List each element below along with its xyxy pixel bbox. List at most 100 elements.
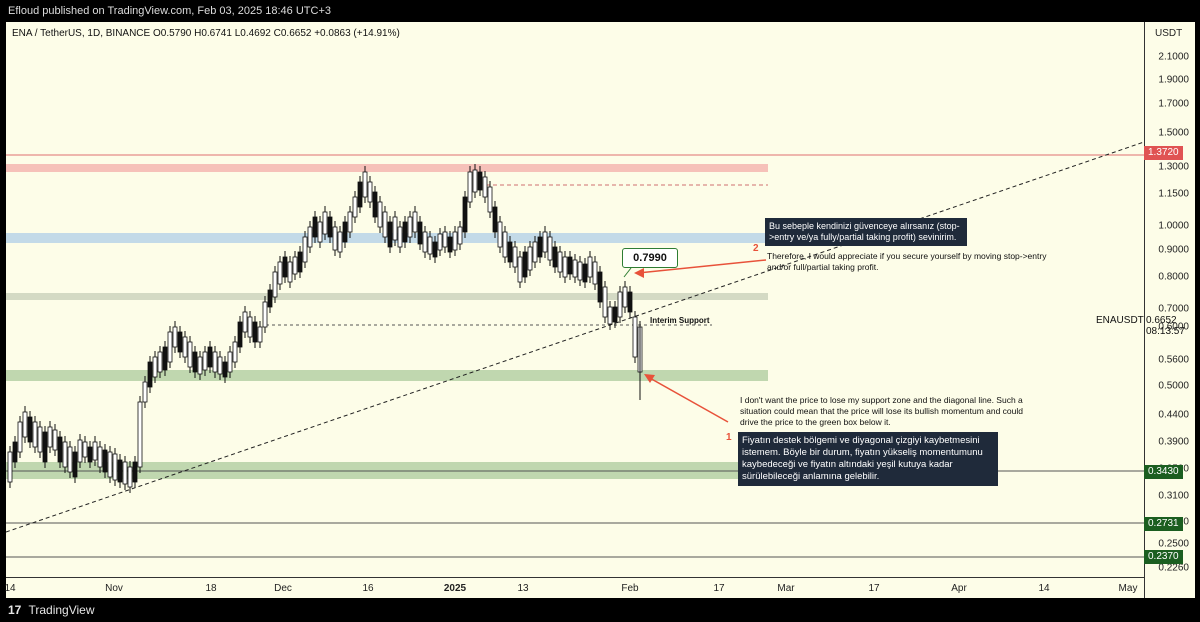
- price-tick: 0.8000: [1158, 271, 1189, 283]
- candle-body: [337, 231, 343, 253]
- candle-body: [632, 316, 638, 358]
- candle-body: [57, 436, 63, 463]
- candle-body: [282, 256, 288, 278]
- candle-body: [417, 221, 423, 245]
- candle-body: [457, 226, 463, 245]
- price-tick: 0.6000: [1158, 321, 1189, 333]
- candle-body: [217, 356, 223, 375]
- price-tick: 0.4400: [1158, 409, 1189, 421]
- candle-body: [462, 196, 468, 233]
- time-tick: 17: [713, 583, 725, 594]
- candle-body: [542, 231, 548, 253]
- annotation-box-top: Bu sebeple kendinizi güvenceye alırsanız…: [765, 218, 967, 246]
- candle-body: [42, 431, 48, 463]
- candle-body: [447, 236, 453, 253]
- candle-body: [322, 211, 328, 235]
- candle-body: [627, 291, 633, 313]
- support-zone-green: [6, 370, 768, 381]
- candle-body: [592, 261, 598, 285]
- candle-body: [107, 451, 113, 478]
- candle-body: [177, 331, 183, 353]
- candle-body: [492, 206, 498, 233]
- candle-body: [132, 461, 138, 483]
- candle-body: [587, 256, 593, 278]
- publish-header: Efloud published on TradingView.com, Feb…: [0, 0, 1200, 22]
- price-tick: 1.1500: [1158, 188, 1189, 200]
- candle-body: [192, 351, 198, 373]
- candle-body: [412, 211, 418, 233]
- price-axis[interactable]: USDT 2.1000 1.9000 1.7000 1.5000 1.3000 1.150…: [1144, 22, 1195, 598]
- price-tick: 0.2260: [1158, 562, 1189, 574]
- candle-body: [87, 446, 93, 463]
- callout-price-0-7990: 0.7990: [622, 248, 678, 268]
- candle-body: [242, 311, 248, 333]
- price-tag: 0.3430: [1144, 465, 1183, 479]
- candle-body: [172, 326, 178, 348]
- price-tag: 0.2370: [1144, 550, 1183, 564]
- candle-body: [472, 169, 478, 193]
- candle-body: [422, 231, 428, 253]
- time-tick: 18: [205, 583, 217, 594]
- time-tick: Dec: [274, 583, 292, 594]
- candle-body: [12, 441, 18, 463]
- candle-body: [567, 256, 573, 275]
- time-axis[interactable]: 14 Nov 18 Dec 16 2025 13 Feb 17 Mar 17 Apr 14 May: [4, 577, 1144, 599]
- price-chart[interactable]: [6, 22, 1144, 577]
- candle-body: [597, 271, 603, 303]
- candle-body: [397, 226, 403, 248]
- candle-body: [482, 176, 488, 198]
- candle-body: [347, 211, 353, 233]
- candle-body: [152, 356, 158, 378]
- arrow-2-line: [637, 259, 767, 274]
- bar-countdown: 08:13:57: [1146, 326, 1185, 337]
- candle-body: [287, 261, 293, 283]
- chart-frame[interactable]: ENA / TetherUS, 1D, BINANCE O0.5790 H0.6…: [4, 22, 1195, 599]
- tradingview-logo-icon: 17: [8, 603, 22, 617]
- candle-body: [602, 286, 608, 318]
- symbol-price-label: ENAUSDT: [1096, 315, 1144, 326]
- candle-body: [532, 241, 538, 263]
- interim-support-label: Interim Support: [650, 316, 710, 325]
- time-tick: Nov: [105, 583, 123, 594]
- candle-body: [522, 251, 528, 278]
- candle-body: [222, 361, 228, 378]
- candle-body: [262, 301, 268, 328]
- candle-body: [292, 256, 298, 275]
- candles-group: [7, 164, 643, 493]
- price-tick: 2.1000: [1158, 51, 1189, 63]
- price-tick: 0.9000: [1158, 244, 1189, 256]
- candle-body: [382, 211, 388, 238]
- candle-body: [147, 361, 153, 388]
- plot-area[interactable]: ENA / TetherUS, 1D, BINANCE O0.5790 H0.6…: [6, 22, 1144, 598]
- candle-body: [47, 426, 53, 448]
- candle-body: [97, 446, 103, 468]
- price-tag: 0.2731: [1144, 517, 1183, 531]
- price-tick: 0.5600: [1158, 354, 1189, 366]
- candle-body: [387, 221, 393, 248]
- candle-body: [17, 421, 23, 453]
- candle-body: [302, 236, 308, 263]
- resistance-zone-red: [6, 164, 768, 172]
- price-tick: 0.3900: [1158, 436, 1189, 448]
- support-zone-gray: [6, 293, 768, 300]
- candle-body: [367, 181, 373, 203]
- symbol-legend: ENA / TetherUS, 1D, BINANCE O0.5790 H0.6…: [12, 28, 400, 39]
- price-tick: 1.0000: [1158, 220, 1189, 232]
- current-price: 0.6652: [1146, 315, 1177, 326]
- price-tick: 1.5000: [1158, 127, 1189, 139]
- candle-body: [197, 356, 203, 375]
- candle-body: [117, 459, 123, 483]
- candle-body: [92, 441, 98, 461]
- annotation-note-bottom: I don't want the price to lose my suppor…: [740, 395, 1024, 427]
- candle-body: [497, 221, 503, 248]
- time-tick: 17: [868, 583, 880, 594]
- candle-body: [552, 246, 558, 268]
- candle-body: [237, 321, 243, 348]
- candle-body: [442, 231, 448, 248]
- price-tick: 1.7000: [1158, 98, 1189, 110]
- candle-body: [562, 256, 568, 278]
- candle-body: [142, 381, 148, 403]
- candle-body: [557, 251, 563, 273]
- price-tick: 1.9000: [1158, 74, 1189, 86]
- candle-body: [252, 321, 258, 343]
